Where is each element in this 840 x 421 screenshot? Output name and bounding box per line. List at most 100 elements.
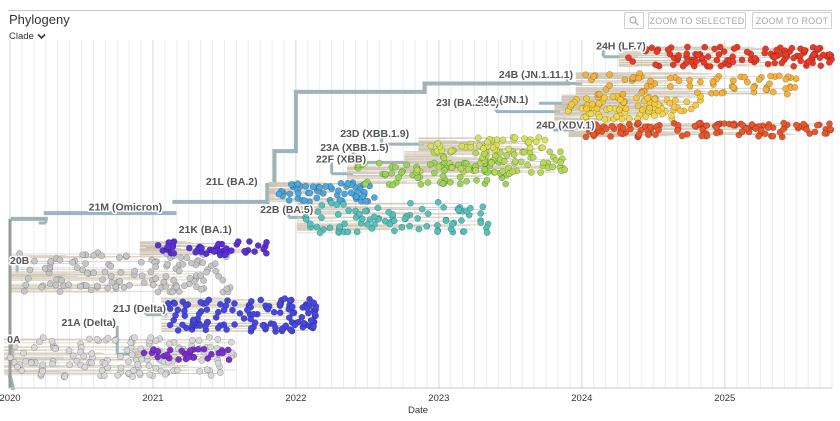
tip-node[interactable] xyxy=(38,283,46,291)
tip-node[interactable] xyxy=(639,106,646,114)
tip-node[interactable] xyxy=(629,58,637,65)
tip-node[interactable] xyxy=(212,314,220,321)
tip-node[interactable] xyxy=(615,106,623,114)
tip-node[interactable] xyxy=(116,278,124,285)
tip-node[interactable] xyxy=(755,132,762,140)
tip-node[interactable] xyxy=(510,151,518,159)
tip-node[interactable] xyxy=(582,71,590,79)
tip-node[interactable] xyxy=(391,227,398,235)
tip-node[interactable] xyxy=(196,367,203,375)
tip-node[interactable] xyxy=(651,95,659,103)
tip-node[interactable] xyxy=(152,364,160,372)
tip-node[interactable] xyxy=(821,130,829,137)
tip-node[interactable] xyxy=(743,78,751,86)
tip-node[interactable] xyxy=(164,300,172,307)
tip-node[interactable] xyxy=(229,306,236,314)
tip-node[interactable] xyxy=(177,254,185,262)
tip-node[interactable] xyxy=(270,308,278,316)
tip-node[interactable] xyxy=(147,268,155,276)
tip-node[interactable] xyxy=(757,126,765,134)
tip-node[interactable] xyxy=(234,238,242,245)
tip-node[interactable] xyxy=(803,126,810,133)
tip-node[interactable] xyxy=(56,288,64,295)
tip-node[interactable] xyxy=(39,334,47,341)
color-by-dropdown[interactable]: Clade xyxy=(9,31,46,42)
tip-node[interactable] xyxy=(196,322,204,329)
tip-node[interactable] xyxy=(713,124,721,131)
tip-node[interactable] xyxy=(484,138,491,146)
tip-node[interactable] xyxy=(20,349,28,357)
tip-node[interactable] xyxy=(347,189,355,197)
tip-node[interactable] xyxy=(539,144,546,151)
tip-node[interactable] xyxy=(499,167,507,175)
tip-node[interactable] xyxy=(448,220,456,228)
tip-node[interactable] xyxy=(264,305,272,313)
tip-node[interactable] xyxy=(128,351,136,359)
tip-node[interactable] xyxy=(456,180,464,188)
tip-node[interactable] xyxy=(36,338,43,346)
tip-node[interactable] xyxy=(557,158,564,166)
tip-node[interactable] xyxy=(298,313,306,321)
tip-node[interactable] xyxy=(189,316,197,324)
tip-node[interactable] xyxy=(175,356,182,363)
tip-node[interactable] xyxy=(30,344,38,351)
tip-node[interactable] xyxy=(254,242,262,249)
tip-node[interactable] xyxy=(207,372,215,379)
tip-node[interactable] xyxy=(276,309,284,317)
tip-node[interactable] xyxy=(289,309,297,317)
tip-node[interactable] xyxy=(717,62,725,70)
tip-node[interactable] xyxy=(524,161,531,169)
tip-node[interactable] xyxy=(434,228,441,236)
tip-node[interactable] xyxy=(460,228,468,235)
tip-node[interactable] xyxy=(549,163,557,171)
tip-node[interactable] xyxy=(281,295,289,302)
tip-node[interactable] xyxy=(80,352,88,360)
tip-node[interactable] xyxy=(224,297,231,304)
tip-node[interactable] xyxy=(431,169,438,177)
tip-node[interactable] xyxy=(294,189,302,197)
tip-node[interactable] xyxy=(174,327,182,334)
tip-node[interactable] xyxy=(537,169,544,176)
tip-node[interactable] xyxy=(625,120,633,128)
tip-node[interactable] xyxy=(634,119,642,127)
tip-node[interactable] xyxy=(606,71,614,78)
tip-node[interactable] xyxy=(463,177,470,185)
tip-node[interactable] xyxy=(826,59,833,66)
tip-node[interactable] xyxy=(66,361,73,369)
tip-node[interactable] xyxy=(152,337,160,345)
tip-node[interactable] xyxy=(214,359,222,367)
tip-node[interactable] xyxy=(371,194,378,201)
tip-node[interactable] xyxy=(309,183,317,191)
tip-node[interactable] xyxy=(368,225,376,232)
tip-node[interactable] xyxy=(415,225,423,233)
tip-node[interactable] xyxy=(241,247,248,255)
tip-node[interactable] xyxy=(362,180,369,188)
tip-node[interactable] xyxy=(340,200,347,208)
tip-node[interactable] xyxy=(480,145,487,152)
tip-node[interactable] xyxy=(642,45,650,53)
tip-node[interactable] xyxy=(692,57,700,65)
tip-node[interactable] xyxy=(741,73,748,81)
tip-node[interactable] xyxy=(491,168,499,176)
tip-node[interactable] xyxy=(276,300,284,308)
tip-node[interactable] xyxy=(388,169,395,177)
tip-node[interactable] xyxy=(447,147,455,155)
tip-node[interactable] xyxy=(401,215,409,223)
tip-node[interactable] xyxy=(477,219,485,227)
tip-node[interactable] xyxy=(131,267,138,275)
tip-node[interactable] xyxy=(644,94,652,102)
tip-node[interactable] xyxy=(313,223,321,231)
tip-node[interactable] xyxy=(647,123,655,131)
tip-node[interactable] xyxy=(131,334,138,341)
tip-node[interactable] xyxy=(87,286,95,294)
tip-node[interactable] xyxy=(205,296,213,304)
tip-node[interactable] xyxy=(778,59,786,67)
tip-node[interactable] xyxy=(6,354,14,361)
tip-node[interactable] xyxy=(788,44,796,52)
tip-node[interactable] xyxy=(692,101,700,109)
tip-node[interactable] xyxy=(24,275,32,282)
tip-node[interactable] xyxy=(675,77,683,85)
tip-node[interactable] xyxy=(654,107,662,115)
tip-node[interactable] xyxy=(424,210,432,218)
tip-node[interactable] xyxy=(236,310,244,317)
